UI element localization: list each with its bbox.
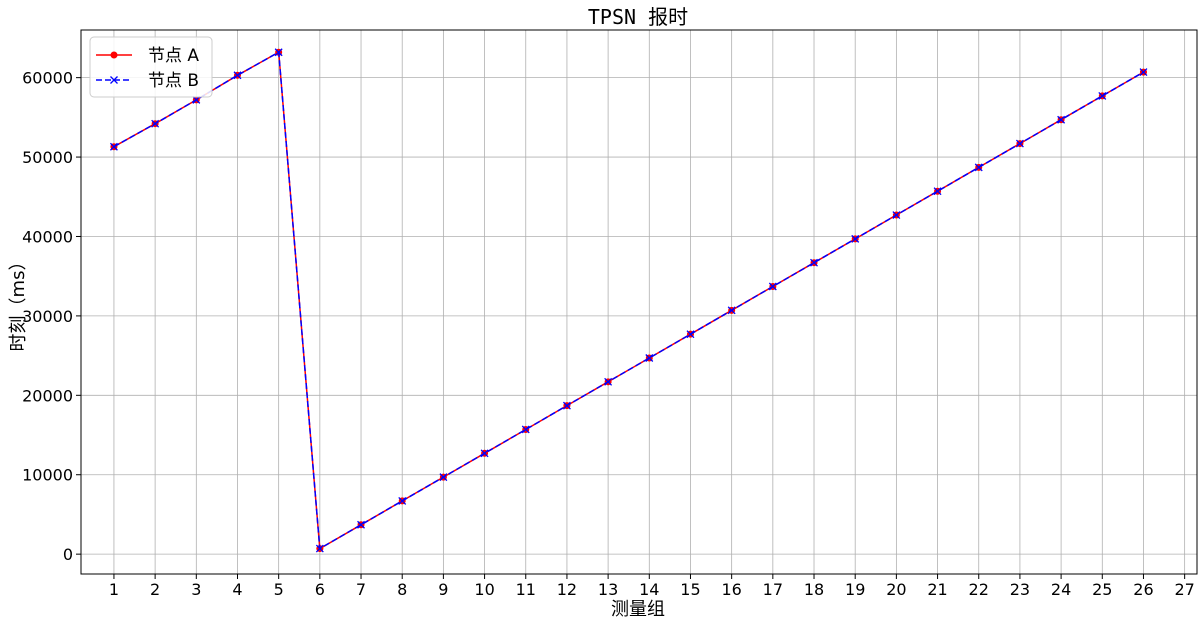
y-tick-label: 30000 — [22, 307, 73, 326]
data-point — [851, 234, 860, 243]
x-tick-label: 5 — [274, 580, 284, 599]
legend-entry: 节点 B — [96, 71, 199, 91]
data-point — [315, 544, 324, 553]
x-tick-label: 27 — [1174, 580, 1194, 599]
data-point — [398, 496, 407, 505]
x-tick-label: 11 — [516, 580, 536, 599]
x-tick-label: 21 — [927, 580, 947, 599]
data-point — [357, 520, 365, 529]
x-tick-label: 20 — [886, 580, 906, 599]
plot-frame — [80, 29, 1198, 575]
x-tick-label: 2 — [150, 580, 160, 599]
x-tick-label: 26 — [1133, 580, 1153, 599]
x-tick-label: 18 — [804, 580, 824, 599]
data-point — [439, 473, 448, 482]
y-axis-label: 时刻（ms） — [8, 253, 29, 352]
data-point — [604, 377, 613, 386]
legend-label: 节点 B — [148, 71, 199, 91]
x-tick-label: 3 — [191, 580, 201, 599]
series-line — [113, 50, 1144, 550]
y-tick-label: 10000 — [22, 466, 73, 485]
series-layer — [109, 48, 1148, 553]
x-tick-label: 17 — [763, 580, 783, 599]
x-tick-label: 15 — [680, 580, 700, 599]
data-point — [1098, 91, 1107, 100]
y-tick-label: 60000 — [22, 69, 73, 88]
legend-label: 节点 A — [148, 46, 199, 66]
legend-box — [89, 36, 213, 98]
x-tick-label: 7 — [356, 580, 366, 599]
data-point — [274, 48, 283, 57]
data-point — [892, 211, 901, 219]
y-tick-label: 20000 — [22, 386, 73, 405]
data-point — [933, 187, 942, 196]
data-point — [1015, 139, 1024, 148]
x-tick-label: 13 — [598, 580, 618, 599]
data-point — [562, 401, 571, 410]
data-point — [1057, 115, 1066, 124]
y-axis: 0 10000 20000 30000 40000 50000 60000 — [22, 69, 81, 564]
x-tick-label: 6 — [315, 580, 325, 599]
series-1 — [109, 48, 1148, 553]
x-tick-label: 19 — [845, 580, 865, 599]
data-point — [686, 330, 695, 339]
legend: 节点 A 节点 B — [89, 36, 213, 98]
x-tick-label: 22 — [969, 580, 989, 599]
data-point — [151, 119, 160, 128]
x-tick-label: 9 — [438, 580, 448, 599]
legend-entry: 节点 A — [96, 46, 199, 66]
x-axis-label: 测量组 — [611, 599, 665, 620]
x-axis: 1 2 3 4 5 6 7 8 9 10 11 12 13 14 15 16 17 18 19 20 21 22 23 24 2… — [109, 574, 1195, 599]
data-point — [480, 449, 489, 458]
x-tick-label: 4 — [232, 580, 242, 599]
y-tick-label: 50000 — [22, 148, 73, 167]
x-tick-label: 12 — [557, 580, 577, 599]
data-point — [1139, 68, 1148, 77]
x-tick-label: 1 — [109, 580, 119, 599]
x-tick-label: 10 — [474, 580, 494, 599]
series-0 — [110, 48, 1147, 553]
data-point — [192, 95, 201, 104]
data-point — [810, 258, 818, 267]
data-point — [974, 163, 983, 172]
data-point — [521, 425, 530, 434]
x-tick-label: 14 — [639, 580, 659, 599]
data-point — [768, 282, 777, 291]
x-tick-label: 23 — [1010, 580, 1030, 599]
data-point — [727, 306, 736, 315]
x-tick-label: 8 — [397, 580, 407, 599]
chart-title: TPSN 报时 — [588, 5, 688, 29]
data-point — [233, 71, 242, 80]
legend-marker — [110, 76, 118, 84]
legend-marker — [110, 51, 118, 59]
x-tick-label: 16 — [721, 580, 741, 599]
x-tick-label: 24 — [1051, 580, 1071, 599]
series-line — [113, 50, 1144, 550]
data-point — [109, 142, 118, 151]
y-tick-label: 40000 — [22, 227, 73, 246]
grid — [81, 30, 1197, 574]
y-tick-label: 0 — [63, 545, 73, 564]
x-tick-label: 25 — [1092, 580, 1112, 599]
data-point — [645, 354, 654, 362]
